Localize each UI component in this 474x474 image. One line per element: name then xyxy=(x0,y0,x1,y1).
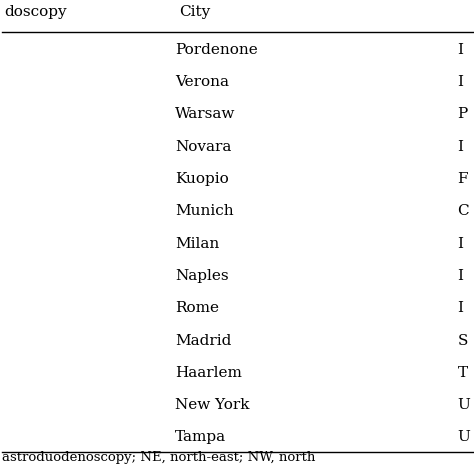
Text: U: U xyxy=(457,398,470,412)
Text: Pordenone: Pordenone xyxy=(175,43,257,57)
Text: I: I xyxy=(457,269,464,283)
Text: doscopy: doscopy xyxy=(4,5,67,19)
Text: Warsaw: Warsaw xyxy=(175,108,235,121)
Text: I: I xyxy=(457,301,464,315)
Text: I: I xyxy=(457,140,464,154)
Text: Rome: Rome xyxy=(175,301,219,315)
Text: C: C xyxy=(457,204,469,219)
Text: Munich: Munich xyxy=(175,204,234,219)
Text: I: I xyxy=(457,75,464,89)
Text: Madrid: Madrid xyxy=(175,334,231,347)
Text: P: P xyxy=(457,108,468,121)
Text: S: S xyxy=(457,334,468,347)
Text: I: I xyxy=(457,237,464,251)
Text: U: U xyxy=(457,430,470,445)
Text: City: City xyxy=(179,5,210,19)
Text: Haarlem: Haarlem xyxy=(175,366,242,380)
Text: Milan: Milan xyxy=(175,237,219,251)
Text: Naples: Naples xyxy=(175,269,228,283)
Text: I: I xyxy=(457,43,464,57)
Text: Verona: Verona xyxy=(175,75,229,89)
Text: T: T xyxy=(457,366,468,380)
Text: F: F xyxy=(457,172,468,186)
Text: Kuopio: Kuopio xyxy=(175,172,228,186)
Text: Tampa: Tampa xyxy=(175,430,226,445)
Text: New York: New York xyxy=(175,398,249,412)
Text: astroduodenoscopy; NE, north-east; NW, north: astroduodenoscopy; NE, north-east; NW, n… xyxy=(2,451,315,464)
Text: Novara: Novara xyxy=(175,140,231,154)
